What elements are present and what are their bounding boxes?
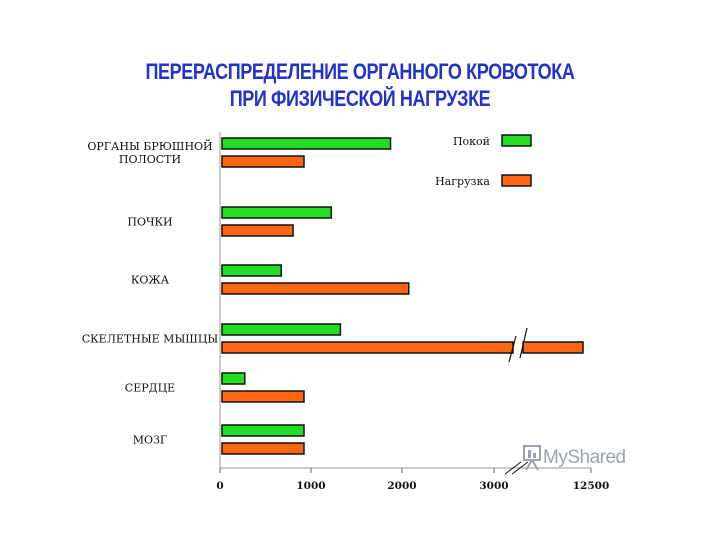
chart-title-line-1: ПЕРЕРАСПРЕДЕЛЕНИЕ ОРГАННОГО КРОВОТОКА: [145, 59, 575, 84]
x-tick-label: 0: [216, 480, 223, 492]
category-label: СЕРДЦЕ: [125, 382, 175, 395]
x-tick-label: 12500: [573, 480, 610, 492]
category-label: ОРГАНЫ БРЮШНОЙ: [87, 139, 212, 153]
bar-load: [221, 341, 514, 354]
legend-swatch: [501, 174, 532, 187]
x-axis-ticks: 0 1000 2000 3000 12500: [216, 467, 610, 492]
category-label: ПОЛОСТИ: [119, 153, 181, 166]
axis-break-marks: [504, 327, 529, 475]
legend: Покой Нагрузка: [435, 134, 532, 188]
x-tick-label: 1000: [296, 480, 325, 492]
bar-rest: [221, 323, 342, 336]
bar-load: [221, 442, 305, 455]
bar-load: [221, 390, 305, 403]
bar-rest: [221, 424, 305, 437]
presentation-icon: [523, 445, 541, 471]
bar-load: [221, 282, 410, 295]
category-label: ПОЧКИ: [127, 216, 172, 229]
chart-title-line-2: ПРИ ФИЗИЧЕСКОЙ НАГРУЗКЕ: [229, 86, 491, 111]
watermark: MyShared: [520, 444, 650, 474]
axis-break-slash: [511, 461, 529, 475]
category-label: МОЗГ: [133, 434, 167, 447]
bar-rest: [221, 137, 392, 150]
legend-label: Нагрузка: [435, 175, 490, 188]
watermark-text: MyShared: [543, 447, 626, 468]
bars: [221, 137, 584, 455]
x-tick-label: 2000: [387, 480, 416, 492]
category-label: СКЕЛЕТНЫЕ МЫШЦЫ: [82, 333, 219, 346]
bar-rest: [221, 264, 282, 277]
legend-swatch: [501, 134, 532, 147]
axis-break-slash: [519, 327, 528, 359]
bar-load: [221, 155, 305, 168]
x-tick-label: 3000: [479, 480, 508, 492]
category-label: КОЖА: [131, 274, 170, 287]
bar-load: [221, 224, 294, 237]
bar-rest: [221, 372, 246, 385]
axis-break-slash: [504, 461, 522, 475]
bar-load-continued: [522, 341, 584, 354]
bar-rest: [221, 206, 333, 219]
axis-break-slash: [508, 335, 517, 363]
legend-label: Покой: [453, 135, 490, 148]
